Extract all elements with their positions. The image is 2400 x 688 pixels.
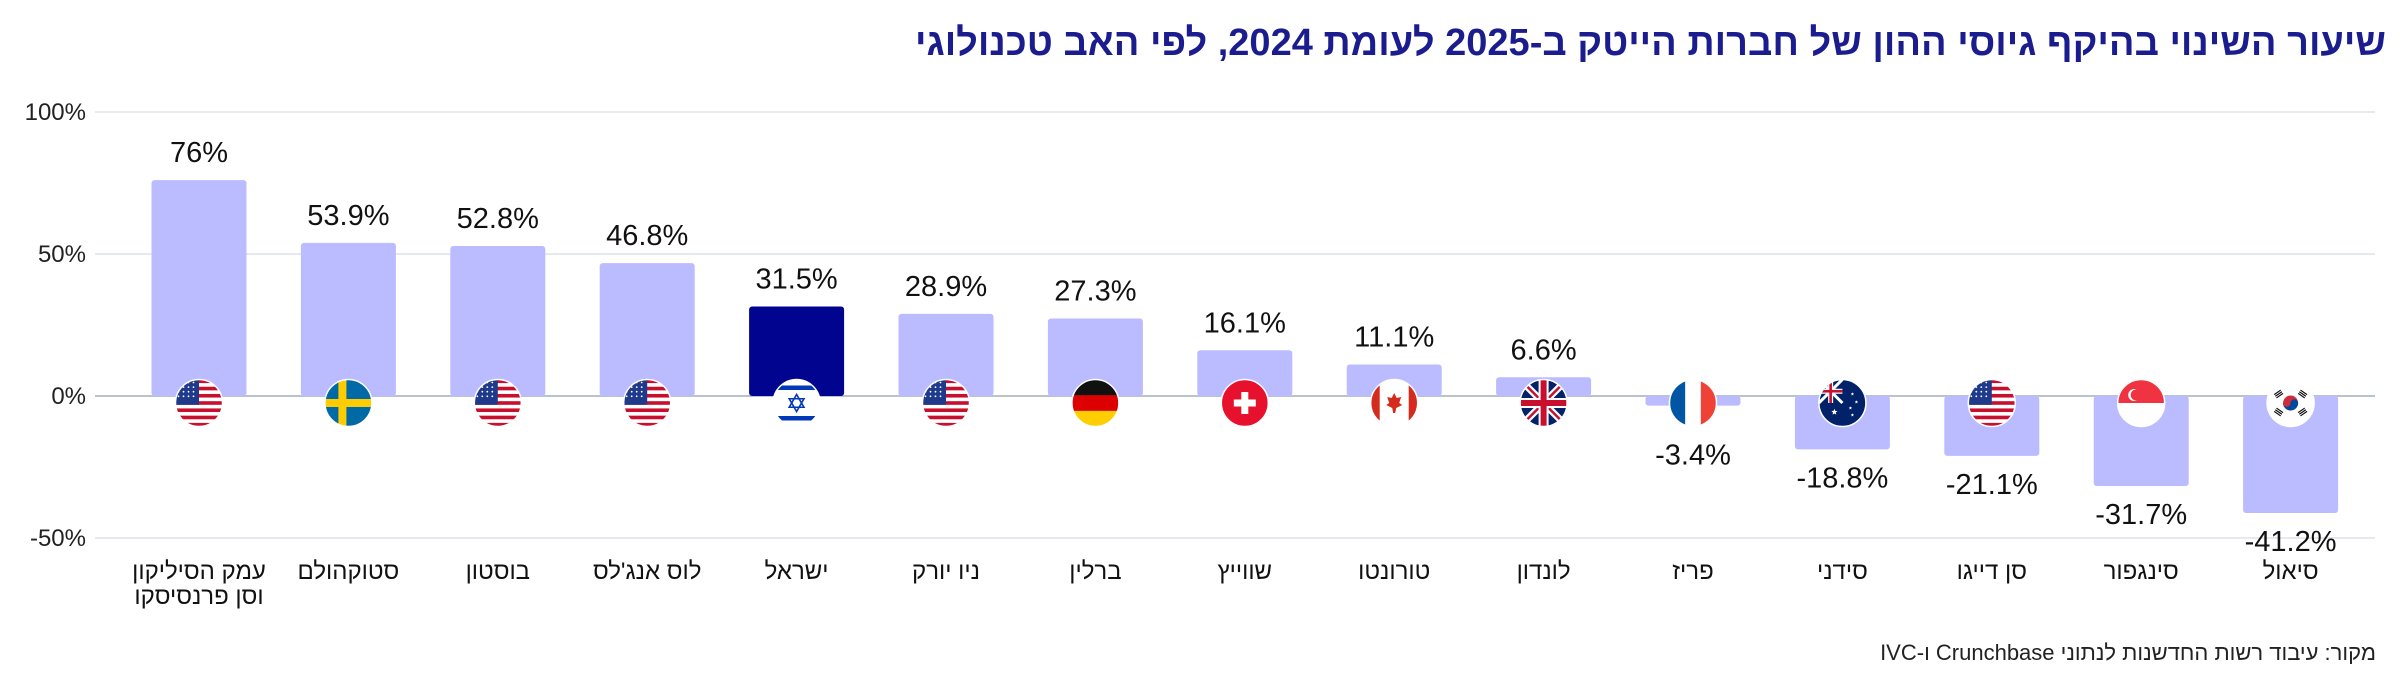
bar (898, 313, 994, 396)
il-flag-icon (772, 378, 821, 428)
x-tick-label: סינגפור (2104, 558, 2179, 585)
bar (2093, 396, 2189, 487)
data-label: -3.4% (1655, 440, 1731, 472)
x-tick-label: לונדון (1517, 558, 1571, 585)
data-label: 52.8% (457, 203, 539, 235)
ca-flag-icon (1369, 378, 1419, 428)
us-flag-icon (174, 378, 224, 428)
data-label: -21.1% (1946, 469, 2038, 501)
x-tick-label: בוסטון (466, 558, 530, 585)
de-flag-icon (1071, 378, 1120, 428)
us-flag-icon (921, 378, 971, 428)
y-tick-label: -50% (30, 525, 86, 552)
x-tick-label: שווייץ (1218, 558, 1273, 585)
au-flag-icon (1818, 378, 1867, 428)
bar (1197, 350, 1293, 396)
bar (450, 246, 546, 396)
ch-flag-icon (1220, 378, 1270, 428)
sg-flag-icon (2116, 378, 2166, 428)
bar (300, 242, 396, 396)
chart-title: שיעור השינוי בהיקף גיוסי ההון של חברות ה… (915, 22, 2386, 64)
data-label: -31.7% (2095, 499, 2187, 531)
bar (1047, 318, 1143, 396)
bar (2243, 396, 2339, 514)
x-tick-label: סידני (1817, 558, 1868, 585)
data-label: -41.2% (2245, 526, 2337, 558)
bar (749, 306, 845, 396)
x-tick-label: לוס אנג'לס (593, 558, 701, 585)
x-tick-label: טורונטו (1358, 558, 1430, 585)
fr-flag-icon (1668, 378, 1718, 428)
data-label: 46.8% (606, 220, 688, 252)
x-tick-label: ישראל (765, 558, 829, 585)
data-label: 76% (170, 137, 228, 169)
x-tick-label: סן דייגו (1957, 558, 2027, 585)
data-label: 31.5% (755, 264, 837, 296)
source-note: מקור: עיבוד רשות החדשנות לנתוני Crunchba… (1880, 640, 2376, 665)
se-flag-icon (324, 378, 373, 428)
data-label: 6.6% (1511, 334, 1577, 366)
y-tick-label: 0% (51, 383, 86, 410)
us-flag-icon (1967, 378, 2017, 428)
x-tick-label: סיאול (2263, 558, 2319, 585)
us-flag-icon (622, 378, 672, 428)
data-label: -18.8% (1796, 462, 1888, 494)
x-tick-label: ברלין (1069, 558, 1121, 585)
kr-flag-icon (2266, 378, 2315, 428)
gb-flag-icon (1519, 378, 1568, 428)
x-tick-label: וסן פרנסיסקו (134, 583, 263, 610)
x-tick-label: עמק הסיליקון (132, 558, 266, 585)
bar (151, 180, 247, 396)
y-tick-label: 50% (38, 241, 86, 268)
y-tick-label: 100% (25, 99, 86, 126)
bar (599, 263, 695, 396)
x-tick-label: ניו יורק (912, 558, 980, 585)
x-tick-label: פריז (1672, 558, 1713, 585)
data-label: 28.9% (905, 271, 987, 303)
us-flag-icon (473, 378, 523, 428)
data-label: 27.3% (1054, 275, 1136, 307)
data-label: 11.1% (1354, 321, 1434, 353)
x-tick-label: סטוקהולם (298, 558, 400, 585)
data-label: 53.9% (307, 200, 389, 232)
data-label: 16.1% (1204, 307, 1286, 339)
